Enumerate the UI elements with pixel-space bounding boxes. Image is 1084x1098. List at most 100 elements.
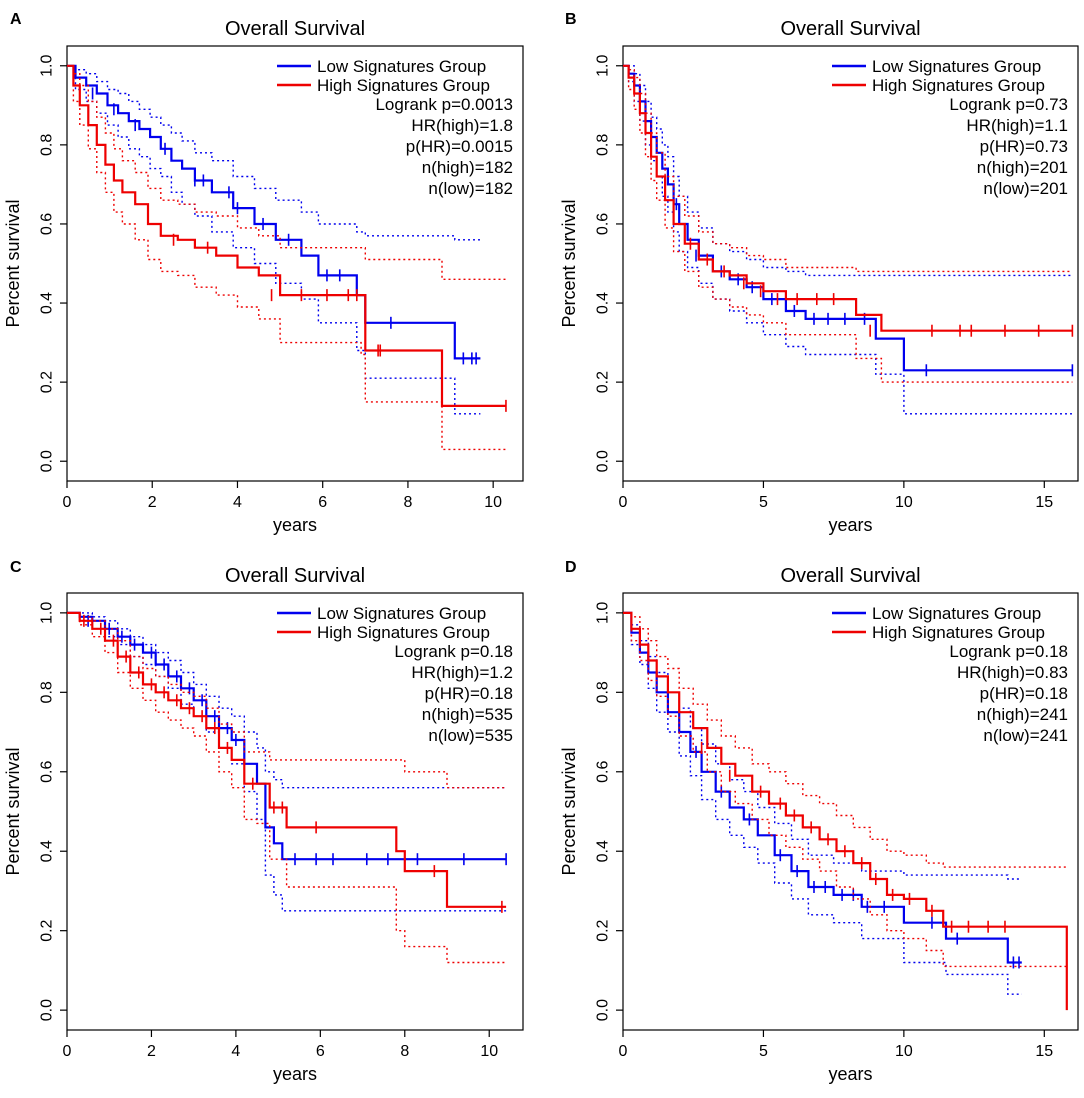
stat-text: p(HR)=0.18 xyxy=(425,684,513,703)
legend-high-label: High Signatures Group xyxy=(872,76,1045,95)
panel-label: B xyxy=(565,11,577,28)
plot-frame xyxy=(622,592,1079,1031)
high-group-ci-lower xyxy=(623,65,1073,383)
high-group-survival-line xyxy=(623,64,1073,332)
x-tick-label: 2 xyxy=(148,494,157,511)
chart-title: Overall Survival xyxy=(225,18,365,40)
stat-text: n(low)=182 xyxy=(428,179,513,198)
y-axis-label: Percent survival xyxy=(3,747,23,875)
high-group-ci-upper xyxy=(67,612,507,789)
x-tick-label: 5 xyxy=(759,494,768,511)
legend-low-label: Low Signatures Group xyxy=(872,604,1041,623)
y-tick-label: 0.0 xyxy=(39,999,56,1021)
y-tick-label: 0.4 xyxy=(39,292,56,314)
high-group-ci-upper xyxy=(67,65,506,280)
panel-label: C xyxy=(10,559,22,576)
chart-title: Overall Survival xyxy=(780,18,920,40)
y-tick-label: 0.8 xyxy=(39,134,56,156)
legend-high-label: High Signatures Group xyxy=(317,623,490,642)
legend-low-label: Low Signatures Group xyxy=(317,57,486,76)
x-tick-label: 8 xyxy=(403,494,412,511)
x-tick-label: 4 xyxy=(231,1043,240,1060)
stat-text: HR(high)=1.1 xyxy=(966,116,1068,135)
stat-text: p(HR)=0.0015 xyxy=(406,137,513,156)
stat-text: n(low)=201 xyxy=(983,179,1068,198)
stat-text: HR(high)=1.2 xyxy=(411,663,513,682)
y-axis-label: Percent survival xyxy=(559,747,579,875)
y-tick-label: 0.0 xyxy=(595,450,612,472)
stat-text: n(high)=535 xyxy=(422,705,513,724)
stat-text: n(low)=535 xyxy=(428,726,513,745)
x-axis-label: years xyxy=(828,1064,872,1084)
stat-text: n(high)=201 xyxy=(977,158,1068,177)
stat-text: p(HR)=0.18 xyxy=(980,684,1068,703)
high-group-ci-upper xyxy=(623,612,1067,868)
panel-a: A Overall Survival 0.0 0.2 0.4 0.6 0.8 1.0 0 2 4 6 8… xyxy=(3,11,524,535)
panel-label: A xyxy=(10,11,22,28)
y-tick-label: 0.6 xyxy=(595,213,612,235)
stat-text: Logrank p=0.18 xyxy=(394,642,513,661)
low-group-ci-lower xyxy=(623,612,1022,995)
stat-text: n(high)=182 xyxy=(422,158,513,177)
y-tick-label: 0.0 xyxy=(595,999,612,1021)
y-tick-label: 0.4 xyxy=(39,840,56,862)
stat-text: Logrank p=0.73 xyxy=(949,95,1068,114)
plot-frame xyxy=(66,45,524,482)
y-tick-label: 0.0 xyxy=(39,450,56,472)
high-group-ci-lower xyxy=(623,612,1067,968)
x-tick-label: 10 xyxy=(480,1043,498,1060)
high-group-ci-lower xyxy=(67,612,507,964)
panel-label: D xyxy=(565,559,577,576)
y-tick-label: 0.6 xyxy=(39,213,56,235)
chart-title: Overall Survival xyxy=(780,565,920,587)
y-tick-label: 0.4 xyxy=(595,292,612,314)
x-tick-label: 5 xyxy=(759,1043,768,1060)
y-tick-label: 1.0 xyxy=(595,602,612,624)
y-tick-label: 0.2 xyxy=(595,371,612,393)
y-tick-label: 1.0 xyxy=(39,55,56,77)
x-axis-label: years xyxy=(828,515,872,535)
low-group-survival-line xyxy=(623,611,1022,964)
x-tick-label: 0 xyxy=(63,494,72,511)
y-tick-label: 0.8 xyxy=(39,681,56,703)
x-tick-label: 0 xyxy=(619,1043,628,1060)
low-group-ci-lower xyxy=(67,612,507,912)
legend-low-label: Low Signatures Group xyxy=(872,57,1041,76)
x-tick-label: 10 xyxy=(895,494,913,511)
stat-text: n(low)=241 xyxy=(983,726,1068,745)
y-tick-label: 0.4 xyxy=(595,840,612,862)
x-axis-label: years xyxy=(273,515,317,535)
plot-frame xyxy=(622,45,1079,482)
high-group-ci-upper xyxy=(623,65,1073,273)
x-tick-label: 0 xyxy=(619,494,628,511)
y-tick-label: 0.8 xyxy=(595,134,612,156)
y-axis-label: Percent survival xyxy=(559,199,579,327)
chart-title: Overall Survival xyxy=(225,565,365,587)
x-tick-label: 4 xyxy=(233,494,242,511)
stat-text: HR(high)=1.8 xyxy=(411,116,513,135)
y-axis-label: Percent survival xyxy=(3,199,23,327)
panel-c: C Overall Survival 0.0 0.2 0.4 0.6 0.8 1.0 0 2 4 6 8… xyxy=(3,559,524,1084)
high-group-survival-line xyxy=(623,611,1068,1011)
x-tick-label: 0 xyxy=(63,1043,72,1060)
stat-text: Logrank p=0.0013 xyxy=(375,95,513,114)
low-group-survival-line xyxy=(67,64,481,360)
low-group-ci-upper xyxy=(67,65,481,241)
x-tick-label: 6 xyxy=(318,494,327,511)
x-tick-label: 10 xyxy=(895,1043,913,1060)
y-tick-label: 0.2 xyxy=(39,371,56,393)
y-tick-label: 0.8 xyxy=(595,681,612,703)
stat-text: n(high)=241 xyxy=(977,705,1068,724)
stat-text: p(HR)=0.73 xyxy=(980,137,1068,156)
legend-low-label: Low Signatures Group xyxy=(317,604,486,623)
y-tick-label: 0.6 xyxy=(39,761,56,783)
high-group-ci-lower xyxy=(67,65,506,451)
stat-text: Logrank p=0.18 xyxy=(949,642,1068,661)
panel-b: B Overall Survival 0.0 0.2 0.4 0.6 0.8 1.0 0 5 10 1… xyxy=(559,11,1079,535)
y-tick-label: 1.0 xyxy=(595,55,612,77)
x-tick-label: 15 xyxy=(1035,1043,1053,1060)
x-tick-label: 10 xyxy=(484,494,502,511)
x-tick-label: 15 xyxy=(1035,494,1053,511)
